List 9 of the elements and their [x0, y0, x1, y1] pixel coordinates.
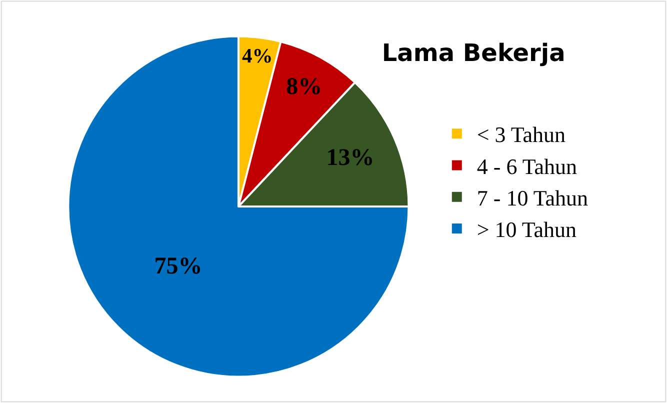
legend-label: 4 - 6 Tahun	[476, 154, 577, 179]
data-label: 8%	[286, 74, 322, 100]
legend-label: < 3 Tahun	[476, 122, 566, 148]
legend-label: > 10 Tahun	[476, 217, 577, 242]
data-label: 4%	[242, 45, 273, 68]
data-label: 75%	[154, 254, 202, 280]
chart-title: Lama Bekerja	[382, 38, 566, 67]
data-label: 13%	[326, 145, 374, 172]
legend-label: 7 - 10 Tahun	[476, 185, 588, 210]
